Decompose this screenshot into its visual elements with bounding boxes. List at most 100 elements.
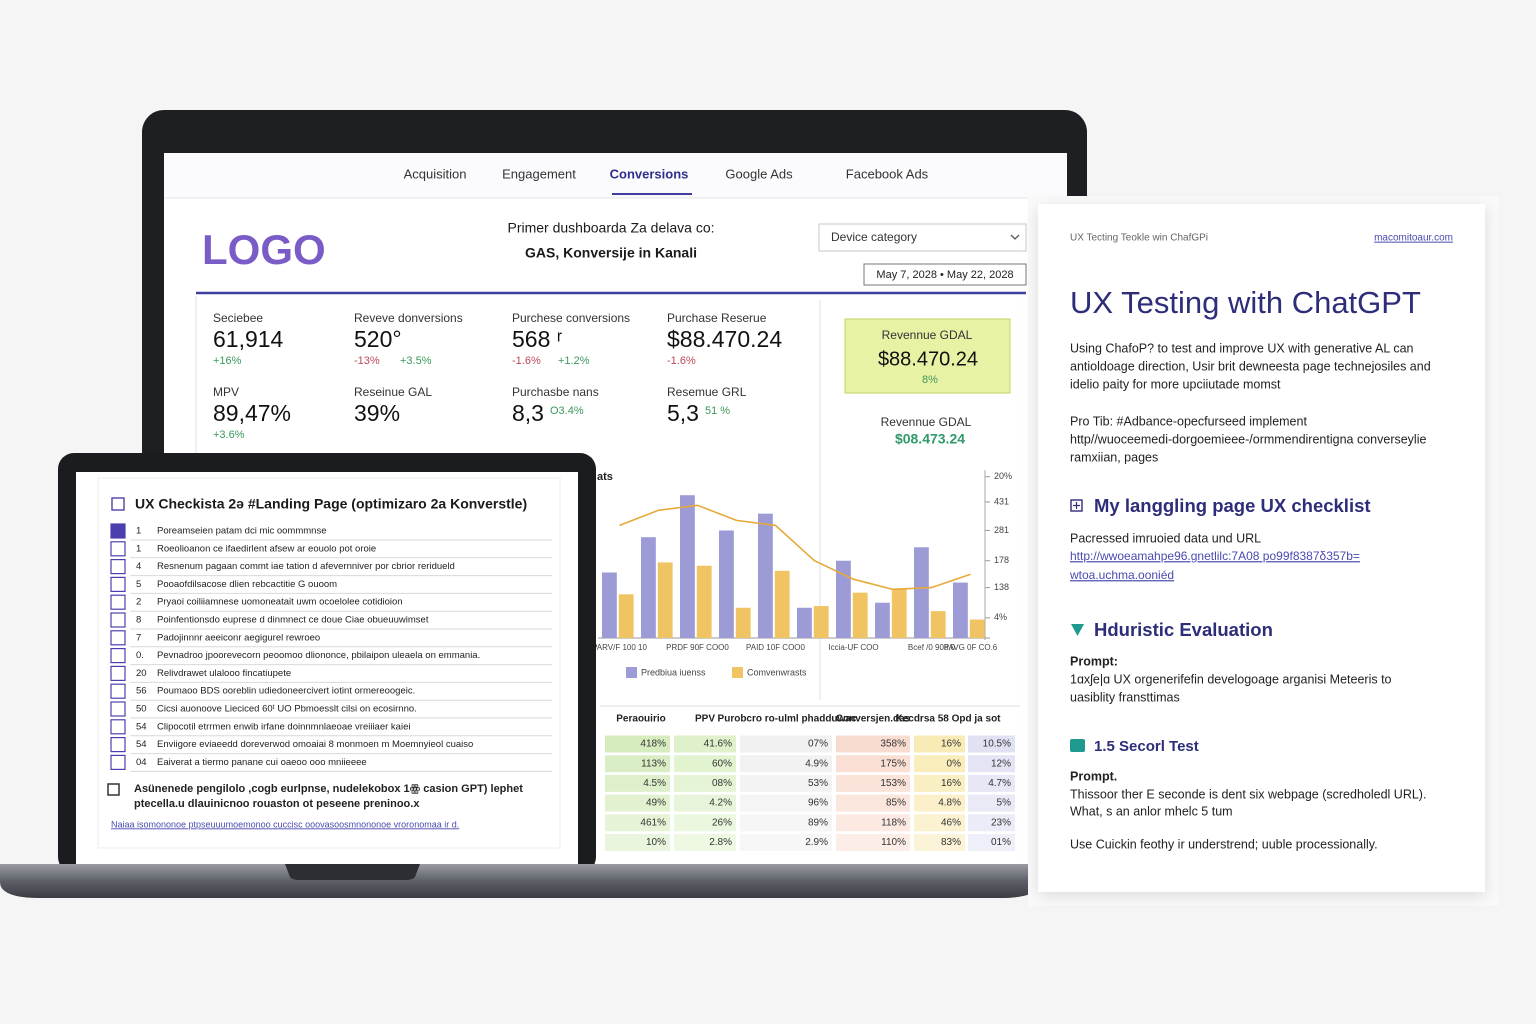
item-text: Poinfentionsdo euprese d dinmnect ce dou… [157, 615, 429, 626]
section-heading: 1.5 Secorl Test [1094, 738, 1199, 755]
table-value: 461% [640, 817, 666, 828]
checkbox[interactable] [110, 665, 126, 682]
table-value: 60% [712, 758, 732, 769]
table-value: 23% [991, 817, 1011, 828]
nav-tab[interactable]: Google Ads [725, 166, 793, 181]
table-cell [836, 834, 910, 851]
checkbox[interactable] [110, 523, 126, 539]
table-value: 418% [640, 739, 666, 750]
doc-sheet [1038, 204, 1485, 892]
table-header: Kecdrsa 58 Opd ja sot [895, 714, 1001, 725]
table-cell [968, 814, 1015, 832]
doc-paragraph: Using ChafoP? to test and improve UX wit… [1070, 341, 1414, 355]
item-text: Roeolioanon ce ifaedirlent afsew ar eouo… [157, 543, 376, 554]
table-cell [605, 794, 670, 812]
bar [813, 606, 829, 638]
doc-link[interactable]: wtoa.uchma.ooniéd [1069, 568, 1174, 582]
doc-title: UX Testing with ChatGPT [1070, 285, 1421, 320]
metric-value: $88.470.24 [667, 326, 782, 352]
table-cell [914, 774, 965, 792]
checkbox[interactable] [110, 612, 126, 628]
table-cell [740, 774, 832, 792]
highlight-delta: 8% [922, 374, 938, 386]
legend-label: Comvenwrasts [747, 667, 807, 677]
doc-link[interactable]: http://wwoeamahpe96.gnetlilc:7A08 po99f8… [1070, 549, 1360, 563]
table-value: 4.7% [988, 778, 1011, 789]
table-value: 175% [880, 758, 906, 769]
nav-tab[interactable]: Conversions [610, 166, 689, 181]
table-value: 10.5% [983, 739, 1011, 750]
doc-paragraph: Pacressed imruoied data und URL [1070, 531, 1261, 545]
metric-label: Reveve donversions [354, 311, 463, 325]
nav-tab[interactable]: Acquisition [404, 166, 467, 181]
item-text: Poreamseien patam dci mic oommmnse [157, 526, 326, 537]
bar [969, 619, 985, 638]
metric-delta: +3.5% [400, 355, 432, 367]
doc-paragraph: antioldoage direction, Usir brit dewnees… [1070, 359, 1431, 373]
table-header: Purobcro ro-ulml phadduwac [718, 714, 857, 725]
bar [914, 547, 929, 638]
item-text: Clipocotil etrrmen enwib irfane doinnmnl… [157, 721, 410, 732]
nav-tab[interactable]: Engagement [502, 166, 576, 181]
table-value: 4.9% [805, 758, 828, 769]
checklist-link[interactable]: Naiaa isomononoe ptpseuuumoemonoo cuccis… [111, 819, 459, 829]
table-cell [605, 834, 670, 851]
legend-label: Predbiua iuenss [641, 667, 706, 677]
checkbox[interactable] [110, 630, 126, 646]
table-value: 53% [808, 778, 828, 789]
table-value: 49% [646, 798, 666, 809]
y-tick-label: 281 [994, 525, 1009, 535]
item-text: Resnenum pagaan commt iae tation d afeve… [157, 561, 455, 572]
bar [930, 611, 946, 638]
table-value: 41.6% [704, 739, 732, 750]
doc-paragraph: idelio paity for more upciiutade momst [1070, 377, 1281, 391]
table-value: 110% [881, 837, 906, 848]
doc-tip: Pro Tib: #Adbance-opecfurseed implement [1070, 414, 1307, 428]
table-value: 4.8% [938, 798, 961, 809]
y-tick-label: 431 [994, 496, 1009, 506]
metric-value: 39% [354, 400, 400, 426]
table-value: 4.5% [643, 778, 666, 789]
table-value: 26% [712, 817, 732, 828]
table-value: 12% [991, 758, 1011, 769]
checkbox[interactable] [110, 541, 126, 557]
item-text: Pevnadroo jpoorevecorn peoomoo dliononce… [157, 650, 480, 661]
y-tick-label: 4% [994, 612, 1007, 622]
checkbox[interactable] [110, 701, 126, 717]
item-number: 1 [136, 543, 141, 554]
doc-paragraph: What, s an anlor mhelc 5 tum [1070, 804, 1233, 818]
filter-dropdown[interactable] [818, 223, 1027, 252]
x-tick-label: PRDF 90F COO0 [666, 643, 729, 652]
section-heading: Hduristic Evaluation [1094, 619, 1273, 640]
table-cell [605, 814, 670, 832]
item-number: 5 [136, 579, 141, 590]
date-range-box[interactable] [863, 263, 1027, 286]
table-cell [836, 755, 910, 773]
checklist-note: Asünenede pengilolo ,cogb eurlpnse, nude… [134, 783, 523, 795]
checkbox[interactable] [110, 683, 126, 699]
table-value: 113% [641, 758, 666, 769]
table-value: 0% [947, 758, 962, 769]
metric-label: Reseinue GAL [354, 385, 432, 399]
nav-tab[interactable]: Facebook Ads [846, 166, 929, 181]
checkbox[interactable] [110, 719, 126, 735]
section-icon [1071, 624, 1084, 636]
table-cell [914, 834, 965, 851]
metric-value: 5,3 [667, 400, 699, 426]
metric-label: MPV [213, 385, 239, 399]
doc-header-link[interactable]: macomitoaur.com [1374, 233, 1453, 244]
document-card: UX Tecting Teokle win ChafGPi macomitoaur… [1028, 196, 1498, 906]
checkbox[interactable] [110, 647, 126, 664]
table-cell [968, 735, 1015, 753]
bar [657, 562, 673, 638]
checkbox[interactable] [110, 576, 126, 593]
logo: LOGO [202, 226, 326, 273]
table-cell [605, 774, 670, 792]
checkbox[interactable] [110, 736, 126, 753]
table-value: 16% [941, 778, 961, 789]
checkbox[interactable] [110, 558, 126, 575]
item-number: 7 [136, 632, 141, 643]
checkbox[interactable] [110, 594, 126, 610]
checkbox[interactable] [110, 754, 126, 771]
